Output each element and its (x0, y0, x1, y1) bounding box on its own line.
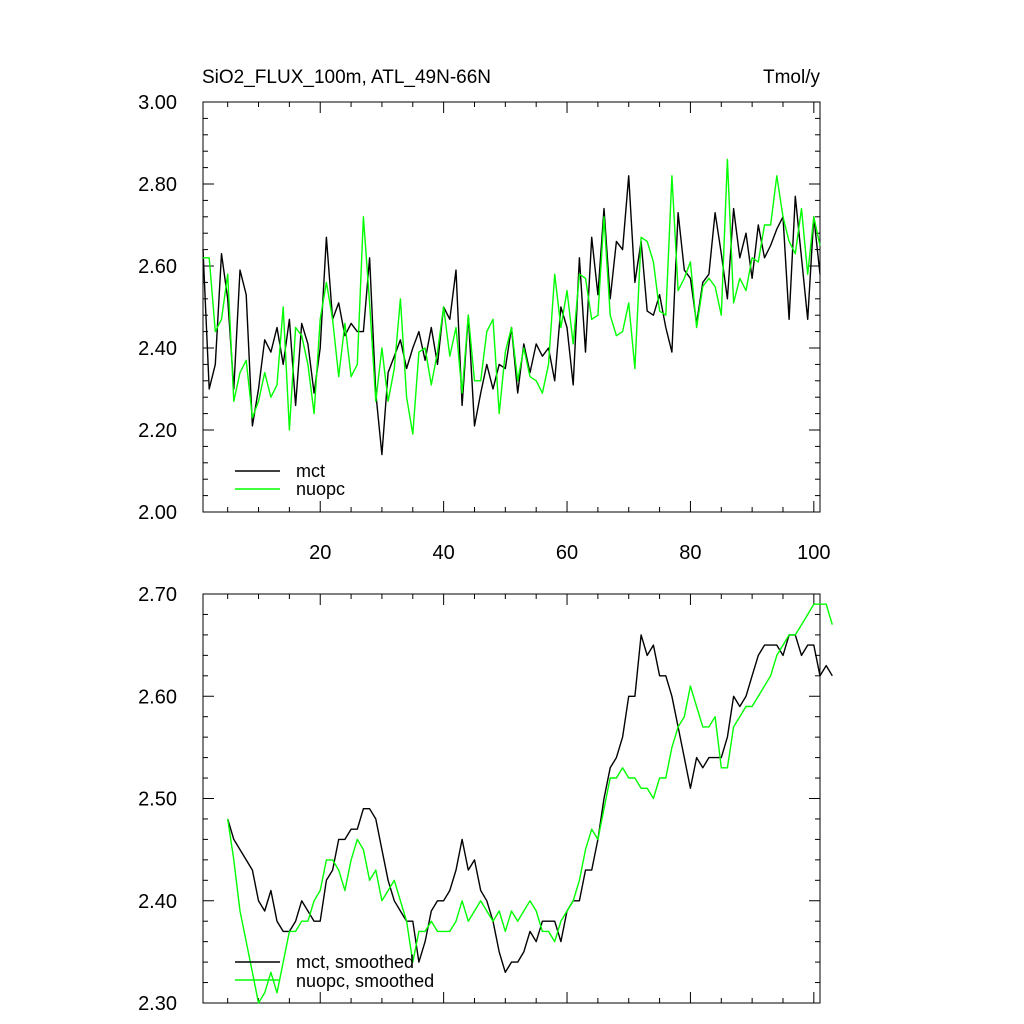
bottom-axes: 2.30 2.40 2.50 2.60 2.70 (138, 584, 821, 1015)
y-tick-label: 2.40 (138, 338, 177, 360)
y-tick-label: 2.40 (138, 891, 177, 913)
x-tick-label: 40 (433, 542, 455, 564)
y-tick-label: 2.70 (138, 584, 177, 606)
top-axes: 2.00 2.20 2.40 2.60 2.80 3.00 20 40 60 80 100 (138, 92, 830, 564)
y-tick-label: 2.20 (138, 420, 177, 442)
chart-units-label: Tmol/y (763, 67, 821, 88)
bottom-series-lines (227, 603, 833, 1004)
bottom-legend: mct, smoothed nuopc, smoothed (235, 952, 434, 991)
legend-label-nuopc-smoothed: nuopc, smoothed (296, 971, 434, 991)
y-tick-label: 2.80 (138, 174, 177, 196)
y-tick-label: 2.60 (138, 686, 177, 708)
x-tick-label: 80 (679, 542, 701, 564)
y-tick-label: 2.00 (138, 502, 177, 524)
legend-label-nuopc: nuopc (296, 479, 345, 499)
top-series-lines (202, 158, 821, 456)
top-chart-panel: SiO2_FLUX_100m, ATL_49N-66N Tmol/y 2.002… (138, 67, 830, 564)
y-tick-label: 2.30 (138, 993, 177, 1015)
y-tick-label: 2.60 (138, 256, 177, 278)
series-line-nuopc-smoothed (227, 603, 833, 1004)
series-line-nuopc (203, 158, 821, 435)
chart-title: SiO2_FLUX_100m, ATL_49N-66N (202, 67, 491, 88)
legend-label-mct: mct (296, 461, 325, 481)
x-tick-label: 20 (309, 542, 331, 564)
legend-label-mct-smoothed: mct, smoothed (296, 952, 414, 972)
y-tick-label: 3.00 (138, 92, 177, 114)
series-line-mct-smoothed (227, 634, 833, 973)
top-legend: mct nuopc (235, 461, 345, 499)
plot-frame (202, 101, 821, 513)
y-tick-label: 2.50 (138, 789, 177, 811)
x-tick-label: 60 (556, 542, 578, 564)
bottom-chart-panel: 2.30 2.40 2.50 2.60 2.70 mct, smoothed nuopc… (138, 584, 833, 1015)
x-tick-label: 100 (797, 542, 830, 564)
